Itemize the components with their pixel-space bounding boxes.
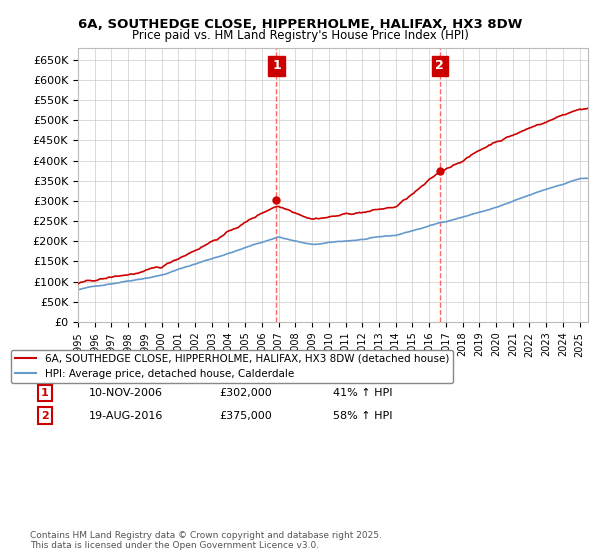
Text: 41% ↑ HPI: 41% ↑ HPI: [333, 388, 392, 398]
Text: 10-NOV-2006: 10-NOV-2006: [89, 388, 163, 398]
Text: 2: 2: [41, 410, 49, 421]
Text: 6A, SOUTHEDGE CLOSE, HIPPERHOLME, HALIFAX, HX3 8DW: 6A, SOUTHEDGE CLOSE, HIPPERHOLME, HALIFA…: [78, 18, 522, 31]
Text: 2: 2: [436, 59, 444, 72]
Text: £302,000: £302,000: [219, 388, 272, 398]
Text: £375,000: £375,000: [219, 410, 272, 421]
Text: Price paid vs. HM Land Registry's House Price Index (HPI): Price paid vs. HM Land Registry's House …: [131, 29, 469, 42]
Legend: 6A, SOUTHEDGE CLOSE, HIPPERHOLME, HALIFAX, HX3 8DW (detached house), HPI: Averag: 6A, SOUTHEDGE CLOSE, HIPPERHOLME, HALIFA…: [11, 349, 453, 383]
Text: Contains HM Land Registry data © Crown copyright and database right 2025.
This d: Contains HM Land Registry data © Crown c…: [30, 530, 382, 550]
Text: 1: 1: [272, 59, 281, 72]
Text: 19-AUG-2016: 19-AUG-2016: [89, 410, 163, 421]
Text: 1: 1: [41, 388, 49, 398]
Text: 58% ↑ HPI: 58% ↑ HPI: [333, 410, 392, 421]
